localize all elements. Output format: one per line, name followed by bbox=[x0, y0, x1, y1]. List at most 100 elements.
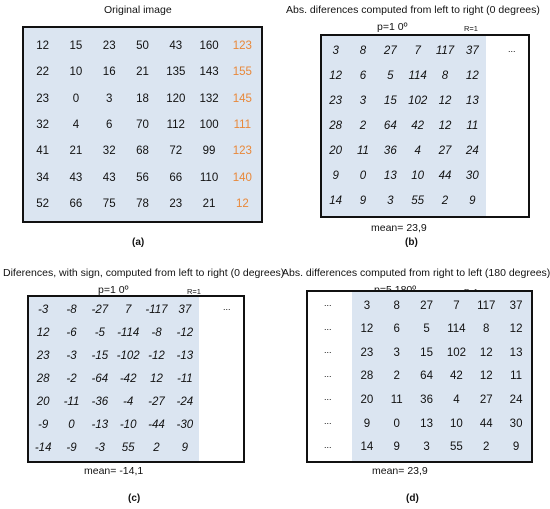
panel-b-ellipsis: ... bbox=[508, 44, 516, 54]
matrix-cell: 4 bbox=[72, 118, 80, 131]
matrix-cell: 12 bbox=[360, 323, 374, 336]
matrix-cell: 70 bbox=[136, 118, 149, 131]
matrix-cell: 3 bbox=[393, 346, 400, 359]
matrix-cell: -64 bbox=[91, 372, 109, 385]
matrix-cell: -30 bbox=[176, 418, 194, 431]
matrix-cell: 9 bbox=[393, 441, 400, 454]
matrix-cell: -36 bbox=[91, 395, 109, 408]
panel-b-r-label: R=1 bbox=[464, 24, 478, 33]
matrix-cell: 34 bbox=[36, 171, 50, 184]
matrix-cell: -12 bbox=[176, 327, 194, 340]
matrix-cell: 36 bbox=[420, 394, 433, 407]
matrix-cell: -117 bbox=[145, 304, 168, 317]
matrix-cell: 42 bbox=[450, 370, 463, 383]
matrix-cell: 23 bbox=[36, 350, 50, 363]
matrix-cell: 12 bbox=[479, 370, 493, 383]
panel-b-grid: 3 8 27 7 117 37 12 6 5 114 8 12 23 3 15 102 12 13 28 2 64 42 1… bbox=[322, 38, 486, 214]
matrix-cell: 10 bbox=[69, 66, 83, 79]
matrix-cell: 27 bbox=[420, 299, 433, 312]
matrix-cell: 37 bbox=[509, 299, 523, 312]
matrix-cell: 37 bbox=[465, 44, 479, 57]
matrix-cell: -9 bbox=[38, 418, 49, 431]
matrix-cell: -13 bbox=[91, 418, 109, 431]
matrix-cell: 43 bbox=[102, 171, 116, 184]
matrix-cell: 2 bbox=[441, 195, 449, 208]
matrix-cell: 21 bbox=[136, 66, 149, 79]
matrix-cell: 3 bbox=[363, 299, 371, 312]
panel-d-box bbox=[306, 290, 533, 463]
matrix-cell: 3 bbox=[106, 92, 113, 105]
matrix-cell: 11 bbox=[357, 145, 369, 158]
matrix-cell: 145 bbox=[232, 92, 252, 105]
matrix-cell: 30 bbox=[465, 170, 479, 183]
matrix-cell: 14 bbox=[329, 195, 343, 208]
matrix-cell: 23 bbox=[102, 40, 116, 53]
panel-d-row-ellipsis: ... bbox=[324, 368, 332, 379]
matrix-cell: 123 bbox=[232, 145, 252, 158]
matrix-cell: -6 bbox=[66, 327, 77, 340]
matrix-cell: 13 bbox=[465, 94, 479, 107]
panel-d-ellipsis: ... bbox=[324, 298, 332, 308]
matrix-cell: 23 bbox=[36, 92, 50, 105]
matrix-cell: 6 bbox=[393, 323, 400, 336]
matrix-cell: 13 bbox=[383, 170, 397, 183]
matrix-cell: 110 bbox=[199, 171, 219, 184]
matrix-cell: 120 bbox=[166, 92, 186, 105]
panel-c-mean: mean= -14,1 bbox=[84, 465, 144, 477]
matrix-cell: 0 bbox=[359, 170, 367, 183]
matrix-cell: 8 bbox=[483, 323, 490, 336]
matrix-cell: 30 bbox=[509, 417, 523, 430]
matrix-cell: 24 bbox=[465, 145, 479, 158]
matrix-cell: 8 bbox=[393, 299, 400, 312]
panel-b-param: p=1 0º bbox=[377, 21, 408, 33]
matrix-cell: 9 bbox=[469, 195, 476, 208]
panel-a-title: Original image bbox=[104, 4, 172, 16]
matrix-cell: 16 bbox=[102, 66, 116, 79]
matrix-cell: -3 bbox=[66, 350, 77, 363]
matrix-cell: 155 bbox=[232, 66, 252, 79]
panel-c-shaded-region bbox=[29, 297, 199, 461]
matrix-cell: 20 bbox=[360, 394, 374, 407]
matrix-cell: -10 bbox=[119, 418, 137, 431]
matrix-cell: 99 bbox=[202, 145, 216, 158]
matrix-cell: 9 bbox=[181, 441, 189, 454]
matrix-cell: 11 bbox=[466, 119, 479, 132]
matrix-cell: 114 bbox=[447, 323, 466, 336]
matrix-cell: 37 bbox=[178, 304, 192, 317]
panel-b-caption: (b) bbox=[405, 237, 418, 248]
matrix-cell: 11 bbox=[510, 370, 523, 383]
matrix-cell: 24 bbox=[509, 394, 523, 407]
matrix-cell: 135 bbox=[166, 66, 186, 79]
matrix-cell: 78 bbox=[136, 197, 149, 210]
matrix-cell: 36 bbox=[383, 145, 397, 158]
matrix-cell: 12 bbox=[150, 372, 163, 385]
panel-d-caption: (d) bbox=[406, 493, 419, 504]
matrix-cell: 9 bbox=[512, 441, 520, 454]
matrix-cell: 102 bbox=[446, 346, 466, 359]
matrix-cell: -11 bbox=[63, 395, 80, 408]
matrix-cell: 111 bbox=[233, 118, 252, 131]
matrix-cell: 20 bbox=[36, 395, 50, 408]
matrix-cell: 12 bbox=[438, 119, 452, 132]
matrix-cell: 5 bbox=[423, 323, 430, 336]
matrix-cell: 9 bbox=[332, 170, 339, 183]
matrix-cell: 20 bbox=[329, 145, 343, 158]
panel-b-mean: mean= 23,9 bbox=[371, 222, 427, 234]
matrix-cell: 43 bbox=[169, 40, 183, 53]
panel-b-box bbox=[320, 34, 530, 218]
panel-c-grid: -3 -8 -27 7 -117 37 12 -6 -5 -114 -8 -12 23 -3 -15 -102… bbox=[29, 299, 199, 459]
matrix-cell: 7 bbox=[453, 299, 460, 312]
panel-c-title: Diferences, with sign, computed from lef… bbox=[3, 267, 285, 279]
panel-d-mean: mean= 23,9 bbox=[372, 465, 428, 477]
matrix-cell: 8 bbox=[359, 44, 367, 57]
panel-d-shaded-region bbox=[352, 292, 531, 461]
matrix-cell: 11 bbox=[390, 394, 403, 407]
matrix-cell: 2 bbox=[359, 119, 367, 132]
matrix-cell: 14 bbox=[360, 441, 374, 454]
matrix-cell: -2 bbox=[66, 372, 77, 385]
matrix-cell: 15 bbox=[420, 346, 433, 359]
matrix-cell: 117 bbox=[435, 44, 455, 57]
matrix-cell: 41 bbox=[36, 145, 50, 158]
matrix-cell: 23 bbox=[360, 346, 374, 359]
matrix-cell: 9 bbox=[359, 195, 367, 208]
